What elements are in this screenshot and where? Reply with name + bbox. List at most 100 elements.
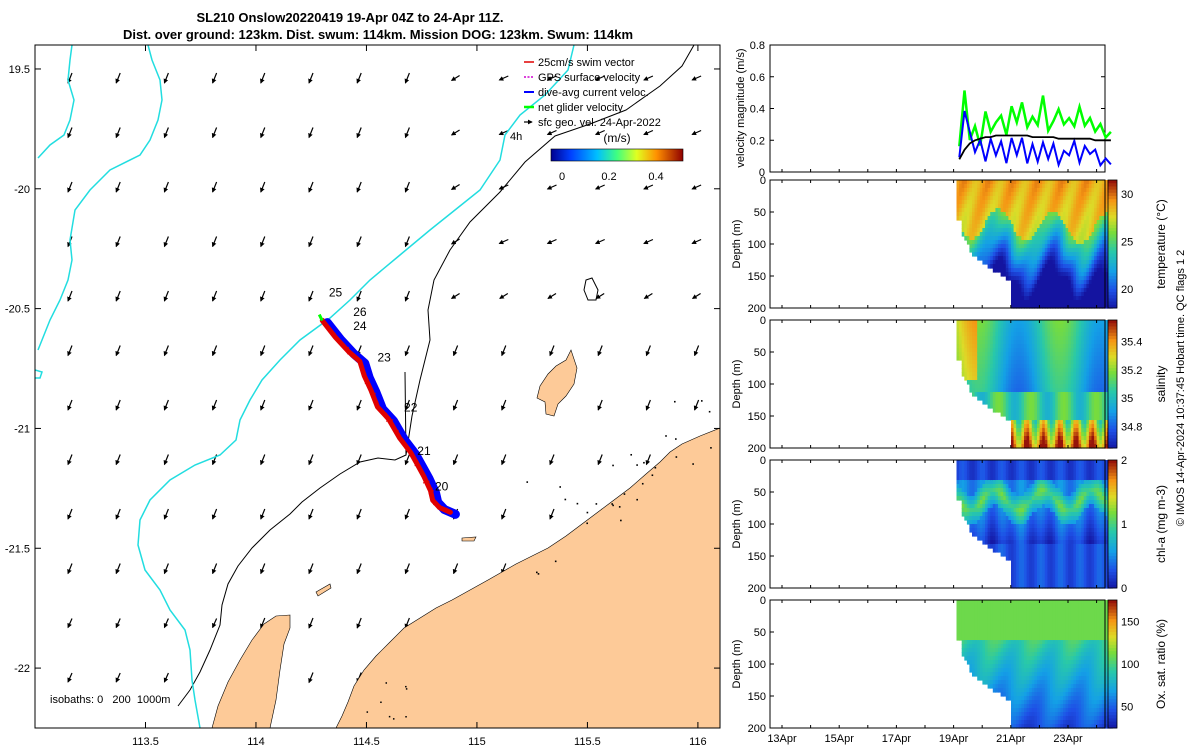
section-cell	[1011, 564, 1015, 569]
section-cell	[1042, 188, 1046, 193]
section-cell	[1094, 324, 1098, 329]
section-cell	[1050, 400, 1054, 405]
section-cell	[1047, 488, 1051, 493]
section-cell	[1063, 520, 1067, 525]
section-cell	[1088, 216, 1093, 221]
section-cell	[1094, 368, 1098, 373]
section-cell	[1011, 228, 1015, 233]
section-cell	[956, 344, 960, 349]
section-cell	[1024, 208, 1028, 213]
section-cell	[985, 332, 989, 337]
section-cell	[1086, 180, 1090, 185]
section-cell	[1047, 284, 1051, 289]
section-cell	[1070, 396, 1074, 401]
section-cell	[1050, 404, 1054, 409]
section-cell	[1073, 428, 1077, 433]
section-cell	[1094, 376, 1098, 381]
section-cell	[1037, 384, 1041, 389]
section-cell	[966, 200, 971, 205]
section-cell	[977, 248, 981, 253]
section-cell	[1029, 392, 1033, 397]
section-cell	[972, 336, 976, 341]
section-cell	[1076, 272, 1080, 277]
section-cell	[1039, 584, 1043, 589]
section-cell	[1003, 320, 1007, 325]
section-cell	[1091, 300, 1095, 305]
section-cell	[1083, 408, 1087, 413]
section-cell	[1039, 364, 1043, 369]
section-cell	[1024, 292, 1028, 297]
section-cell	[1011, 388, 1015, 393]
section-cell	[1044, 388, 1048, 393]
section-cell	[977, 352, 981, 357]
section-cell	[1039, 532, 1043, 537]
section-cell	[1068, 380, 1072, 385]
section-cell	[1013, 240, 1017, 245]
section-cell	[1055, 228, 1059, 233]
section-cell	[1096, 184, 1100, 189]
section-cell	[982, 368, 986, 373]
section-cell	[1016, 292, 1020, 297]
section-cell	[1044, 232, 1048, 237]
section-cell	[1031, 360, 1035, 365]
section-cell	[1088, 252, 1093, 257]
section-cell	[1013, 500, 1017, 505]
section-cell	[985, 384, 989, 389]
section-cell	[1011, 412, 1015, 417]
section-cell	[977, 468, 981, 473]
section-cell	[1021, 296, 1025, 301]
section-cell	[1026, 280, 1030, 285]
section-cell	[1031, 336, 1035, 341]
section-cell	[1099, 328, 1103, 333]
section-cell	[1055, 572, 1059, 577]
section-cell	[1003, 508, 1007, 513]
section-cell	[995, 460, 999, 465]
section-cell	[992, 544, 996, 549]
section-cell	[995, 324, 999, 329]
isobath-0m-west	[37, 45, 163, 351]
section-cell	[1021, 416, 1025, 421]
section-cell	[1086, 256, 1090, 261]
reef-dot	[576, 502, 579, 505]
section-cell	[977, 500, 981, 505]
swim-vector	[418, 469, 423, 473]
section-cell	[1088, 440, 1093, 445]
section-cell	[966, 472, 971, 477]
section-cell	[1083, 428, 1087, 433]
section-cell	[1073, 284, 1077, 289]
section-cell	[1003, 496, 1007, 501]
section-cell	[1050, 300, 1054, 305]
section-cell	[1086, 320, 1090, 325]
section-cell	[998, 364, 1002, 369]
section-cell	[1044, 288, 1048, 293]
section-cell	[1029, 356, 1033, 361]
section-cell	[1070, 248, 1074, 253]
section-cell	[1037, 180, 1041, 185]
reef-dot	[675, 438, 677, 440]
section-cell	[992, 540, 996, 545]
section-cell	[1094, 416, 1098, 421]
section-cell	[977, 364, 981, 369]
section-cell	[1086, 216, 1090, 221]
section-cell	[1047, 252, 1051, 257]
section-cell	[1055, 428, 1059, 433]
section-cell	[1037, 244, 1041, 249]
section-cell	[1104, 256, 1108, 261]
section-cell	[1073, 404, 1077, 409]
section-cell	[995, 228, 999, 233]
section-cell	[1011, 280, 1015, 285]
section-cell	[1096, 216, 1100, 221]
section-cell	[1021, 188, 1025, 193]
section-cell	[1031, 564, 1035, 569]
section-cell	[977, 320, 981, 325]
section-cell	[1057, 340, 1061, 345]
depth-tick-label: 200	[748, 303, 766, 315]
section-cell	[1052, 212, 1056, 217]
section-cell	[995, 520, 999, 525]
section-cell	[1096, 236, 1100, 241]
section-cell	[1044, 548, 1048, 553]
section-cell	[1096, 352, 1100, 357]
section-cell	[1078, 208, 1082, 213]
section-cell	[1086, 440, 1090, 445]
section-cell	[1065, 184, 1069, 189]
